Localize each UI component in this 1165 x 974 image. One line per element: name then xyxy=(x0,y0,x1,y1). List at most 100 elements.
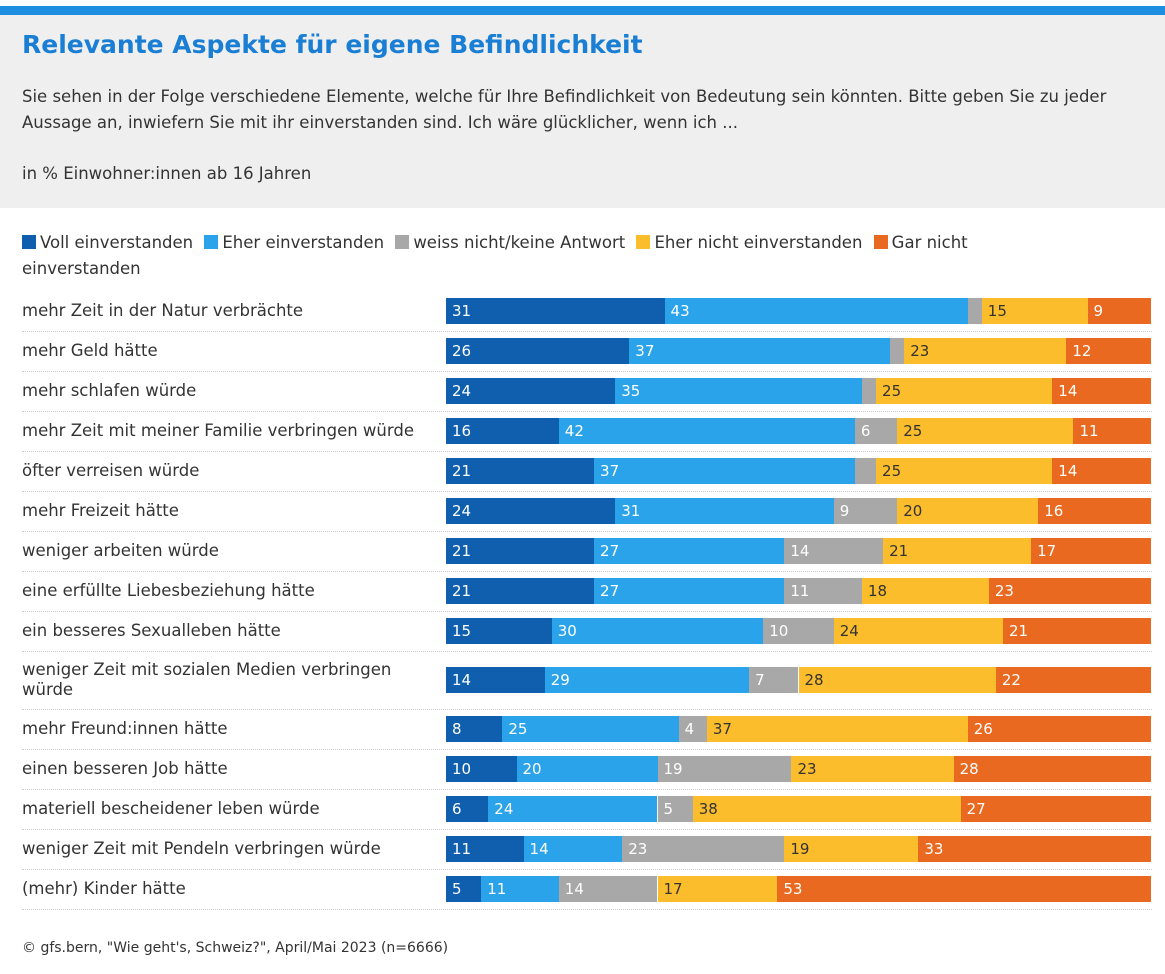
bar-segment: 5 xyxy=(657,796,693,822)
bar-segment: 23 xyxy=(988,578,1151,604)
bar-segment xyxy=(861,378,877,404)
row: ein besseres Sexualleben hätte 15 30 10 24 21 xyxy=(22,611,1152,652)
bar-segment: 11 xyxy=(446,836,524,862)
row: mehr schlafen würde 24 35 25 14 xyxy=(22,371,1152,412)
bar-segment: 22 xyxy=(995,667,1151,693)
data-label: 14 xyxy=(1058,382,1078,400)
bar-segment: 21 xyxy=(883,538,1032,564)
data-label: 25 xyxy=(903,422,923,440)
legend-swatch xyxy=(873,235,888,249)
data-label: 23 xyxy=(797,760,817,778)
row: einen besseren Job hätte 10 20 19 23 28 xyxy=(22,749,1152,790)
bar-segment: 6 xyxy=(854,418,898,444)
data-label: 6 xyxy=(860,422,871,440)
bar-segment: 38 xyxy=(692,796,961,822)
row: materiell bescheidener leben würde 6 24 5 38… xyxy=(22,789,1152,830)
legend-item: Eher nicht einverstanden xyxy=(636,233,862,252)
legend-item: Eher einverstanden xyxy=(204,233,384,252)
category-label: mehr Freund:innen hätte xyxy=(22,719,228,738)
data-label: 35 xyxy=(621,382,641,400)
subtitle: Sie sehen in der Folge verschiedene Elem… xyxy=(22,87,1107,132)
legend-item: Gar nicht einverstanden xyxy=(22,233,968,278)
data-label: 10 xyxy=(769,622,789,640)
bar-segment: 14 xyxy=(784,538,884,564)
bar-segment: 23 xyxy=(622,836,785,862)
top-bar xyxy=(0,6,1165,15)
row: mehr Freund:innen hätte 8 25 4 37 26 xyxy=(22,709,1152,750)
category-label: mehr Zeit in der Natur verbrächte xyxy=(22,301,304,320)
bar-segment: 30 xyxy=(551,618,764,644)
data-label: 21 xyxy=(889,542,909,560)
bar-segment: 10 xyxy=(763,618,834,644)
data-label: 26 xyxy=(973,720,993,738)
data-label: 11 xyxy=(1079,422,1099,440)
header xyxy=(0,15,1165,208)
legend-label: Voll einverstanden xyxy=(40,233,194,252)
data-label: 9 xyxy=(839,502,850,520)
bar-segment: 43 xyxy=(664,298,968,324)
data-label: 27 xyxy=(966,800,986,818)
data-label: 37 xyxy=(600,462,620,480)
row: eine erfüllte Liebesbeziehung hätte 21 27 1… xyxy=(22,571,1152,612)
bar-segment: 37 xyxy=(594,458,855,484)
bar-segment xyxy=(890,338,905,364)
legend-label: Eher einverstanden xyxy=(222,233,385,252)
data-label: 20 xyxy=(522,760,542,778)
data-label: 42 xyxy=(564,422,584,440)
bar-segment: 20 xyxy=(516,756,658,782)
data-label: 26 xyxy=(452,342,472,360)
bar-segment: 20 xyxy=(897,498,1039,524)
row: mehr Freizeit hätte 24 31 9 20 16 xyxy=(22,491,1152,532)
data-label: 43 xyxy=(670,302,690,320)
data-label: 4 xyxy=(684,720,695,738)
bar-segment: 4 xyxy=(678,716,707,742)
data-label: 37 xyxy=(712,720,732,738)
data-label: 21 xyxy=(452,462,472,480)
bar-segment: 21 xyxy=(446,538,595,564)
bar-segment: 21 xyxy=(1002,618,1151,644)
data-label: 22 xyxy=(1001,671,1021,689)
data-label: 6 xyxy=(452,800,462,818)
bar-segment: 29 xyxy=(544,667,750,693)
category-label: mehr Freizeit hätte xyxy=(22,501,179,520)
legend-swatch xyxy=(204,235,219,249)
bar-segment: 11 xyxy=(1073,418,1151,444)
bar-segment: 25 xyxy=(502,716,679,742)
bar-segment: 31 xyxy=(615,498,834,524)
row: weniger Zeit mit Pendeln verbringen würd… xyxy=(22,829,1152,870)
bar-segment: 19 xyxy=(784,836,919,862)
bar-segment: 10 xyxy=(446,756,517,782)
data-label: 24 xyxy=(452,502,472,520)
row: weniger Zeit mit sozialen Medien verbrin… xyxy=(22,651,1152,710)
bar-segment: 19 xyxy=(657,756,792,782)
bar-segment: 16 xyxy=(1038,498,1151,524)
data-label: 8 xyxy=(452,720,462,738)
legend-label: Gar nicht einverstanden xyxy=(22,233,968,278)
data-label: 11 xyxy=(790,582,810,600)
bar-segment: 25 xyxy=(897,418,1074,444)
row: mehr Zeit mit meiner Familie verbringen … xyxy=(22,411,1152,452)
legend-label: weiss nicht/keine Antwort xyxy=(413,233,626,252)
legend-swatch xyxy=(636,235,651,249)
category-label: mehr Geld hätte xyxy=(22,341,158,360)
data-label: 25 xyxy=(882,462,902,480)
data-label: 31 xyxy=(452,302,472,320)
bar-segment: 28 xyxy=(798,667,996,693)
bar-segment: 23 xyxy=(791,756,954,782)
row: öfter verreisen würde 21 37 25 14 xyxy=(22,451,1152,492)
data-label: 20 xyxy=(903,502,923,520)
data-label: 24 xyxy=(452,382,472,400)
category-label: weniger Zeit mit sozialen Medien verbrin… xyxy=(22,660,392,699)
data-label: 19 xyxy=(663,760,683,778)
bar-segment: 17 xyxy=(657,876,778,902)
bar-segment: 24 xyxy=(446,378,616,404)
data-label: 24 xyxy=(839,622,859,640)
data-label: 27 xyxy=(600,582,620,600)
category-label: eine erfüllte Liebesbeziehung hätte xyxy=(22,581,315,600)
legend-swatch xyxy=(22,235,36,249)
data-label: 16 xyxy=(452,422,472,440)
bar-segment: 15 xyxy=(446,618,552,644)
data-label: 15 xyxy=(987,302,1007,320)
bar-segment: 21 xyxy=(446,578,595,604)
